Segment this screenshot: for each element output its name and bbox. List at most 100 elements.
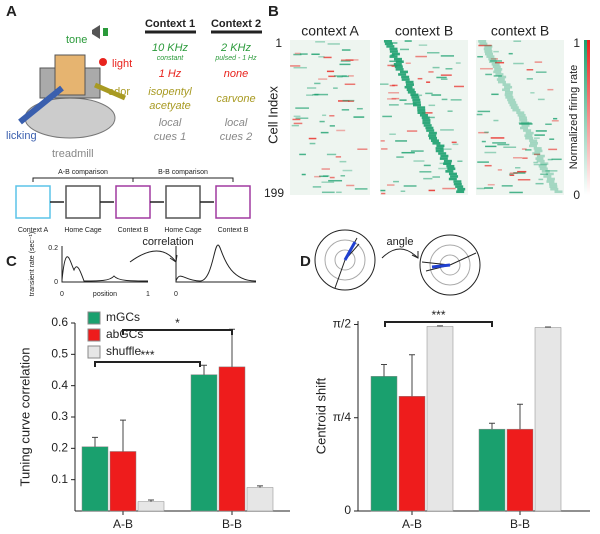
heatmap-cell	[395, 140, 408, 142]
heatmap-diagonal	[536, 154, 545, 158]
heatmap-cell	[299, 53, 308, 55]
heatmap-diagonal	[497, 80, 506, 84]
heatmap-cell	[487, 183, 495, 186]
heatmap-cell	[415, 55, 427, 58]
heatmap-cell	[353, 116, 365, 118]
heatmap-cell	[340, 59, 354, 61]
heatmap-diagonal	[446, 164, 455, 168]
legend-swatch	[87, 328, 101, 342]
heatmap-cell	[329, 115, 335, 117]
heatmap-cell	[321, 191, 335, 194]
bar	[534, 327, 562, 512]
heatmap-title: context A	[301, 23, 359, 39]
heatmap-diagonal	[484, 50, 493, 53]
heatmap-cell	[291, 124, 299, 127]
heatmap-cell	[501, 185, 513, 187]
heatmap-diagonal	[394, 65, 403, 69]
heatmap-diagonal	[391, 52, 400, 56]
heatmap-cell	[306, 94, 314, 96]
cell: pulsed - 1 Hz	[214, 55, 257, 62]
heatmap-cell	[322, 114, 327, 117]
heatmap-diagonal	[521, 124, 530, 127]
heatmap-cell	[519, 123, 533, 125]
heatmap-diagonal	[448, 172, 457, 176]
heatmap-cell	[457, 160, 463, 162]
heatmap-cell	[314, 82, 321, 85]
heatmap-cell	[530, 92, 535, 94]
heatmap-diagonal	[398, 73, 407, 76]
heatmap-cell	[318, 78, 328, 80]
heatmap-diagonal	[426, 129, 435, 132]
heatmap-cell	[538, 178, 544, 181]
heatmap-diagonal	[450, 175, 459, 178]
heatmap-cell	[497, 169, 502, 171]
heatmap-diagonal	[423, 124, 432, 127]
heatmap-diagonal	[478, 40, 487, 43]
heatmap-cell	[551, 158, 562, 161]
heatmap-cell	[314, 93, 329, 96]
heatmap-cell	[333, 87, 338, 89]
heatmap-cell	[344, 83, 356, 86]
heatmap-cell	[312, 186, 322, 188]
heatmap-cell	[426, 81, 431, 83]
cage-boxes	[15, 185, 251, 219]
heatmap-cell	[436, 76, 447, 79]
heatmap-diagonal	[519, 119, 528, 122]
heatmap-diagonal	[456, 190, 465, 194]
heatmap-diagonal	[443, 159, 452, 163]
cell: constant	[157, 55, 185, 62]
heatmap-cell	[356, 107, 363, 110]
heatmap-panel	[476, 40, 564, 195]
heatmap-cell	[478, 131, 489, 134]
heatmap-diagonal	[510, 106, 519, 109]
heatmap-cell	[423, 177, 433, 180]
treadmill-label: treadmill	[52, 148, 94, 160]
heatmap-cell	[513, 40, 522, 42]
panel-label: A	[6, 3, 17, 20]
heatmap-cell	[382, 115, 392, 118]
heatmap-cell	[329, 125, 335, 127]
heatmap-cell	[452, 143, 459, 146]
heatmap-diagonal	[389, 50, 398, 53]
heatmap-cell	[497, 143, 510, 146]
heatmap-diagonal	[428, 131, 437, 135]
error-bar	[120, 419, 126, 452]
error-bar	[545, 326, 551, 328]
heatmap-cell	[508, 52, 513, 55]
heatmap-cell	[440, 55, 455, 57]
heatmap-cell	[484, 131, 489, 134]
heatmap-diagonal	[539, 167, 548, 171]
heatmap-cell	[319, 175, 329, 178]
heatmap-diagonal	[540, 162, 549, 165]
heatmap-cell	[490, 60, 502, 62]
legend-label: shuffle	[106, 344, 141, 358]
heatmap-diagonal	[523, 129, 532, 132]
heatmap-cell	[340, 175, 346, 177]
heatmap-cell	[293, 122, 303, 125]
significance-bracket	[384, 321, 493, 327]
x-tick-label: A-B	[113, 517, 133, 531]
cage-label: Home Cage	[64, 227, 101, 234]
heatmap-cell	[293, 115, 301, 118]
licking-label: licking	[6, 130, 37, 142]
heatmap-cell	[533, 163, 547, 166]
heatmap-cell	[478, 44, 492, 47]
heatmap-diagonal	[448, 177, 457, 181]
y-tick-label: 0.2	[51, 441, 68, 455]
inset-tick: 1	[146, 291, 150, 298]
heatmap-diagonal	[529, 139, 538, 143]
heatmap-diagonal	[502, 88, 511, 92]
legend-swatch	[87, 311, 101, 325]
cell: 2 KHz	[220, 42, 251, 54]
inset-tick: 0.2	[48, 245, 58, 252]
heatmap-cell	[339, 63, 351, 66]
heatmap-diagonal	[529, 144, 538, 148]
heatmap-cell	[294, 52, 301, 55]
heatmap-cell	[494, 61, 505, 64]
heatmap-cell	[410, 150, 424, 152]
heatmap-diagonal	[554, 190, 563, 194]
heatmap-cell	[293, 53, 302, 56]
heatmap-cell	[445, 68, 453, 70]
bar	[137, 501, 165, 512]
y-tick-label: π/2	[333, 317, 352, 331]
